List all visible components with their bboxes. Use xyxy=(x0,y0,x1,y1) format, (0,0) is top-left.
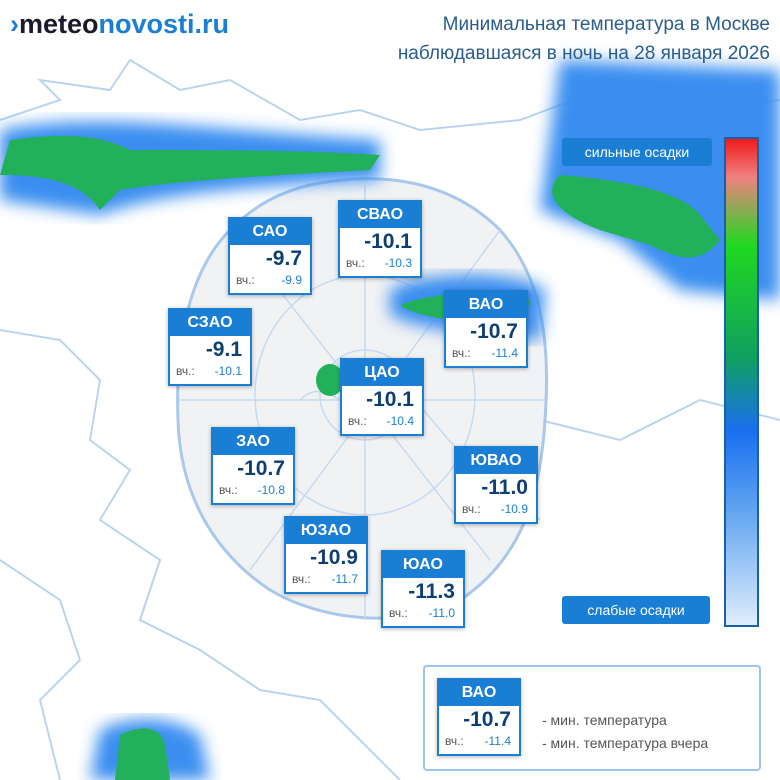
logo: ›meteonovosti.ru xyxy=(10,9,229,39)
subtitle: наблюдавшаяся в ночь на 28 января 2026 xyxy=(398,43,770,64)
district-card: ВАО -10.7 вч.: -11.4 xyxy=(437,678,521,756)
min-temp: -11.3 xyxy=(408,580,455,603)
district-name: ЗАО xyxy=(213,429,293,455)
yesterday-row: вч.: -11.4 xyxy=(439,734,519,748)
yesterday-row: вч.: -11.4 xyxy=(446,346,526,360)
min-temp: -11.0 xyxy=(481,476,528,499)
min-temp: -10.7 xyxy=(237,457,285,480)
yesterday-label: вч.: xyxy=(445,734,464,748)
colorbar-bottom-label: слабые осадки xyxy=(562,596,710,624)
yesterday-label: вч.: xyxy=(462,502,481,516)
district-card: ЮЗАО -10.9 вч.: -11.7 xyxy=(284,516,368,594)
yesterday-label: вч.: xyxy=(236,273,255,287)
yesterday-label: вч.: xyxy=(176,364,195,378)
district-name: ЮЗАО xyxy=(286,518,366,544)
colorbar-top-label: сильные осадки xyxy=(562,138,712,166)
min-temp: -9.7 xyxy=(265,247,302,270)
district-card: ВАО -10.7 вч.: -11.4 xyxy=(444,290,528,368)
district-card: САО -9.7 вч.: -9.9 xyxy=(228,217,312,295)
yesterday-row: вч.: -9.9 xyxy=(230,273,310,287)
yesterday-label: вч.: xyxy=(389,606,408,620)
legend-yesterday-desc: - мин. температура вчера xyxy=(542,735,708,751)
yesterday-temp: -10.3 xyxy=(384,256,412,270)
yesterday-label: вч.: xyxy=(292,572,311,586)
yesterday-temp: -10.8 xyxy=(257,483,285,497)
yesterday-label: вч.: xyxy=(348,414,367,428)
yesterday-temp: -11.4 xyxy=(484,734,511,748)
colorbar xyxy=(724,137,759,627)
yesterday-label: вч.: xyxy=(346,256,365,270)
legend-temp-desc: - мин. температура xyxy=(542,712,667,728)
district-name: ЮАО xyxy=(383,552,463,578)
yesterday-row: вч.: -10.4 xyxy=(342,414,422,428)
district-card: ЦАО -10.1 вч.: -10.4 xyxy=(340,358,424,436)
min-temp: -10.9 xyxy=(310,546,358,569)
district-card: ЗАО -10.7 вч.: -10.8 xyxy=(211,427,295,505)
district-name: ВАО xyxy=(446,292,526,318)
district-card: ЮВАО -11.0 вч.: -10.9 xyxy=(454,446,538,524)
district-card: СЗАО -9.1 вч.: -10.1 xyxy=(168,308,252,386)
yesterday-temp: -9.9 xyxy=(281,273,302,287)
district-name: САО xyxy=(230,219,310,245)
yesterday-temp: -11.0 xyxy=(428,606,455,620)
yesterday-temp: -10.1 xyxy=(214,364,242,378)
yesterday-temp: -11.4 xyxy=(491,346,518,360)
logo-part1: meteo xyxy=(19,9,99,39)
yesterday-row: вч.: -10.3 xyxy=(340,256,420,270)
yesterday-row: вч.: -11.7 xyxy=(286,572,366,586)
district-name: ЦАО xyxy=(342,360,422,386)
yesterday-row: вч.: -10.8 xyxy=(213,483,293,497)
district-name: ВАО xyxy=(439,680,519,706)
district-name: СВАО xyxy=(340,202,420,228)
title: Минимальная температура в Москве xyxy=(443,14,770,35)
district-name: ЮВАО xyxy=(456,448,536,474)
yesterday-label: вч.: xyxy=(452,346,471,360)
min-temp: -10.1 xyxy=(364,230,412,253)
min-temp: -10.7 xyxy=(470,320,518,343)
yesterday-temp: -10.4 xyxy=(386,414,414,428)
yesterday-row: вч.: -10.1 xyxy=(170,364,250,378)
district-card: СВАО -10.1 вч.: -10.3 xyxy=(338,200,422,278)
yesterday-label: вч.: xyxy=(219,483,238,497)
district-name: СЗАО xyxy=(170,310,250,336)
min-temp: -10.1 xyxy=(366,388,414,411)
yesterday-row: вч.: -11.0 xyxy=(383,606,463,620)
district-card: ЮАО -11.3 вч.: -11.0 xyxy=(381,550,465,628)
min-temp: -9.1 xyxy=(205,338,242,361)
min-temp: -10.7 xyxy=(463,708,511,731)
yesterday-temp: -10.9 xyxy=(500,502,528,516)
logo-part2: novosti.ru xyxy=(99,9,230,39)
yesterday-temp: -11.7 xyxy=(331,572,358,586)
yesterday-row: вч.: -10.9 xyxy=(456,502,536,516)
